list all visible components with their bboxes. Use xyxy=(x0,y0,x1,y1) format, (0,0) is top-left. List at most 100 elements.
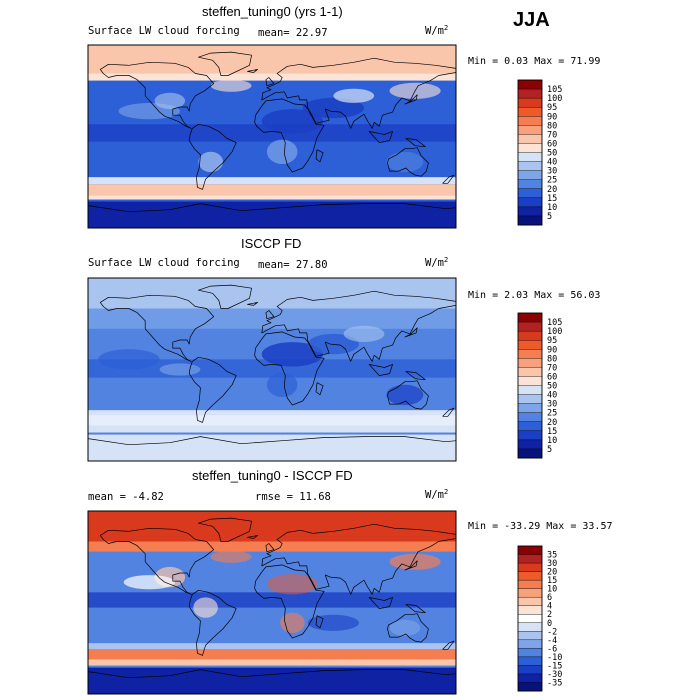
field-region xyxy=(193,597,218,618)
panel-3-unit: W/m2 xyxy=(425,488,449,501)
colorbar-tick-label: -35 xyxy=(547,679,562,689)
coastline xyxy=(404,94,418,105)
colorbar-cell xyxy=(517,588,543,598)
colorbar-cell xyxy=(517,394,543,405)
coastline xyxy=(368,597,393,609)
colorbar-cell xyxy=(517,639,543,649)
colorbar-tick-label: 15 xyxy=(547,194,557,204)
colorbar-tick-label: 90 xyxy=(547,345,557,355)
colorbar-cell xyxy=(517,622,543,632)
colorbar-tick-label: 10 xyxy=(547,203,557,213)
colorbar-frame xyxy=(517,79,543,226)
colorbar-tick-label: 25 xyxy=(547,176,557,186)
coastline xyxy=(315,615,324,629)
colorbar-cell xyxy=(517,125,543,135)
map-frame xyxy=(87,277,457,462)
field-region xyxy=(210,550,252,563)
colorbar-tick-label: -15 xyxy=(547,661,562,671)
coastline xyxy=(442,174,455,184)
colorbar-tick-label: 30 xyxy=(547,559,557,569)
colorbar-cell xyxy=(517,412,543,423)
colorbar-tick-label: -4 xyxy=(547,636,557,646)
panel-2-title: ISCCP FD xyxy=(241,236,302,251)
colorbar-tick-label: 10 xyxy=(547,436,557,446)
colorbar-cell xyxy=(517,673,543,683)
field-region xyxy=(154,92,186,109)
colorbar-cell xyxy=(517,197,543,208)
panel-1-mean: mean= 22.97 xyxy=(258,27,328,39)
colorbar-frame xyxy=(517,312,543,459)
colorbar-cell xyxy=(517,215,543,226)
colorbar-cell xyxy=(517,312,543,323)
season-label: JJA xyxy=(513,9,550,31)
colorbar-tick-label: -30 xyxy=(547,670,562,680)
field-region xyxy=(210,79,252,92)
panel-2-minmax: Min = 2.03 Max = 56.03 xyxy=(468,290,601,301)
colorbar-tick-label: 5 xyxy=(547,212,552,222)
coastline xyxy=(442,640,455,650)
colorbar-cell xyxy=(517,545,543,556)
latitude-band xyxy=(88,184,456,196)
colorbar-cell xyxy=(517,614,543,624)
colorbar-tick-label: 35 xyxy=(547,551,557,561)
colorbar-tick-label: 95 xyxy=(547,103,557,113)
field-region xyxy=(261,109,324,134)
colorbar-cell xyxy=(517,179,543,190)
panel-3-minmax: Min = -33.29 Max = 33.57 xyxy=(468,521,613,532)
map-frame xyxy=(87,44,457,229)
map-2 xyxy=(88,278,456,461)
latitude-band xyxy=(88,511,456,542)
coastline xyxy=(368,364,393,376)
colorbar-cell xyxy=(517,579,543,590)
colorbar-tick-label: 105 xyxy=(547,318,562,328)
coastline xyxy=(254,98,325,173)
colorbar-cell xyxy=(517,439,543,450)
coastline xyxy=(404,560,418,571)
colorbar-cell xyxy=(517,448,543,459)
colorbar-tick-label: -2 xyxy=(547,627,557,637)
colorbar-tick-label: 2 xyxy=(547,610,552,620)
field-region xyxy=(198,151,223,173)
latitude-band xyxy=(88,177,456,185)
field-region xyxy=(280,612,305,633)
colorbar-cell xyxy=(517,403,543,414)
coastline xyxy=(265,543,275,553)
colorbar-cell xyxy=(517,349,543,359)
panel-2-mean: mean= 27.80 xyxy=(258,259,328,271)
field-region xyxy=(123,575,175,590)
colorbar-tick-label: 105 xyxy=(547,85,562,95)
colorbar-cell xyxy=(517,116,543,126)
coastline xyxy=(247,302,259,306)
colorbar-cell xyxy=(517,152,543,163)
colorbar-cell xyxy=(517,161,543,172)
colorbar-tick-label: 60 xyxy=(547,372,557,382)
latitude-band xyxy=(88,541,456,552)
colorbar-tick-label: 20 xyxy=(547,568,557,578)
coastline xyxy=(405,371,426,381)
colorbar-tick-label: 10 xyxy=(547,585,557,595)
colorbar-cell xyxy=(517,554,543,564)
panel-1-subtitle: Surface LW cloud forcing xyxy=(88,25,240,37)
colorbar-tick-label: 100 xyxy=(547,94,562,104)
colorbar-cell xyxy=(517,134,543,144)
panel-1-unit: W/m2 xyxy=(425,24,449,37)
panel-1-title: steffen_tuning0 (yrs 1-1) xyxy=(202,4,343,19)
latitude-band xyxy=(88,195,456,200)
coastline xyxy=(88,203,456,228)
colorbar-cell xyxy=(517,376,543,387)
field-region xyxy=(266,372,298,397)
latitude-band xyxy=(88,124,456,142)
field-region xyxy=(343,325,385,342)
colorbar-cell xyxy=(517,321,543,332)
panel-2-unit: W/m2 xyxy=(425,256,449,269)
coastline xyxy=(247,69,259,73)
panel-3-mean: mean = -4.82 xyxy=(88,491,164,503)
colorbar-tick-label: 5 xyxy=(547,445,552,455)
map-frame xyxy=(87,510,457,695)
colorbar-cell xyxy=(517,206,543,217)
field-region xyxy=(159,363,201,376)
latitude-band xyxy=(88,73,456,81)
colorbar-tick-label: 30 xyxy=(547,400,557,410)
